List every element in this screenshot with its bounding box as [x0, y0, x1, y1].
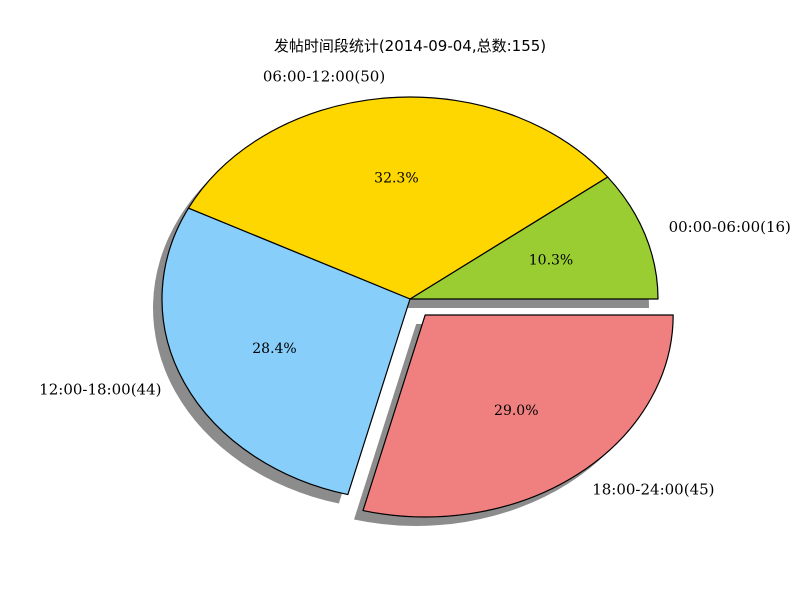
- pie-slice-18-00-24-00-45: [362, 314, 674, 518]
- slice-label-06-00-12-00-50: 06:00-12:00(50): [263, 68, 385, 86]
- slice-label-00-00-06-00-16: 00:00-06:00(16): [669, 218, 791, 236]
- pie-slice-12-00-18-00-44: [161, 207, 411, 496]
- slice-label-12-00-18-00-44: 12:00-18:00(44): [39, 381, 161, 399]
- slice-percent-18-00-24-00-45: 29.0%: [494, 403, 538, 419]
- chart-title: 发帖时间段统计(2014-09-04,总数:155): [274, 37, 546, 55]
- slice-percent-06-00-12-00-50: 32.3%: [374, 170, 418, 186]
- pie-slice-00-00-06-00-16: [409, 176, 659, 300]
- wedge-layer: [161, 96, 674, 518]
- slice-percent-12-00-18-00-44: 28.4%: [252, 341, 296, 357]
- slice-percent-00-00-06-00-16: 10.3%: [529, 252, 573, 268]
- slice-label-18-00-24-00-45: 18:00-24:00(45): [592, 481, 714, 499]
- pie-slice-06-00-12-00-50: [187, 96, 609, 300]
- label-layer: 00:00-06:00(16) 10.3% 06:00-12:00(50) 32.3%…: [39, 68, 791, 499]
